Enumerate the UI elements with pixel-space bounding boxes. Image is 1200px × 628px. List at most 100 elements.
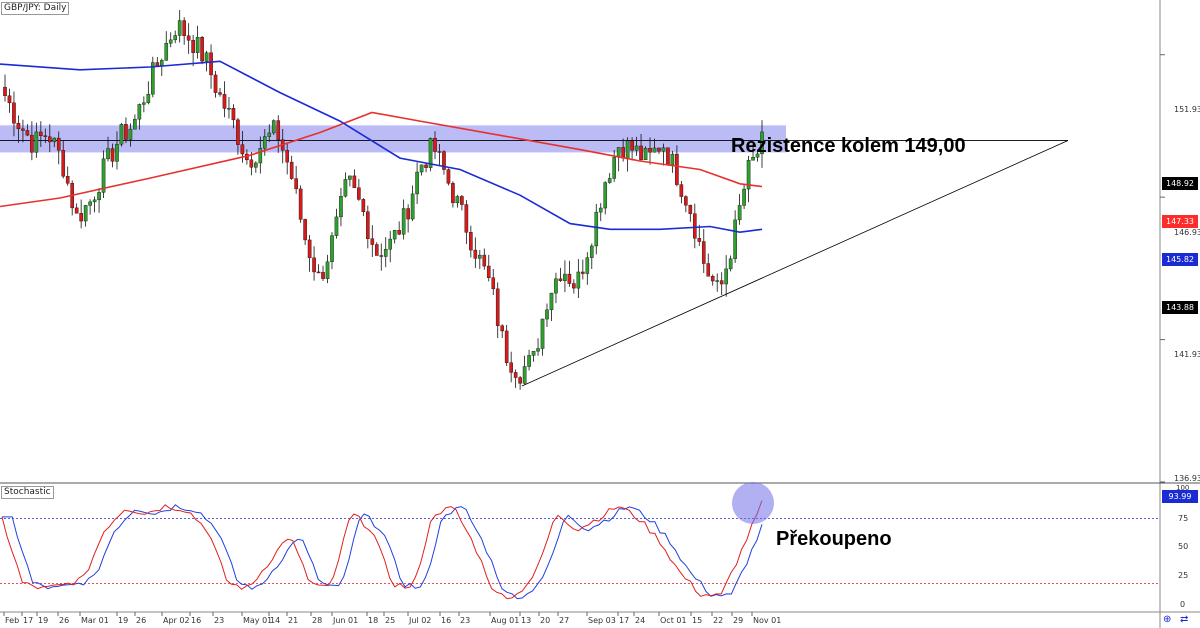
- candle-body: [34, 131, 39, 153]
- candle-body: [446, 169, 451, 184]
- date-tick-label: 27: [559, 616, 570, 625]
- candle-body: [464, 204, 469, 233]
- candle-body: [294, 178, 298, 190]
- stoch-tick: 75: [1178, 514, 1189, 523]
- candle-body: [30, 134, 34, 153]
- candle-body: [379, 255, 384, 257]
- candle-body: [527, 355, 531, 367]
- date-tick-label: Jul 02: [409, 616, 432, 625]
- date-tick-label: 29: [733, 616, 744, 625]
- date-tick-label: 18: [368, 616, 379, 625]
- candle-body: [473, 249, 478, 259]
- candle-body: [724, 268, 728, 285]
- candle-body: [563, 273, 567, 281]
- candle-body: [182, 20, 186, 36]
- overbought-annotation: Překoupeno: [776, 528, 892, 550]
- arrows-icon[interactable]: ⇄: [1180, 614, 1189, 625]
- candle-body: [607, 178, 612, 183]
- candle-body: [558, 278, 563, 281]
- candle-body: [168, 39, 173, 44]
- date-tick-label: 20: [540, 616, 551, 625]
- candle-body: [495, 288, 500, 326]
- candle-body: [437, 151, 442, 153]
- date-tick-label: 13: [521, 616, 532, 625]
- candle-body: [401, 208, 406, 235]
- candle-body: [3, 86, 7, 96]
- candle-body: [7, 95, 12, 104]
- candle-body: [249, 159, 254, 168]
- date-tick-label: Feb: [5, 616, 20, 625]
- candle-body: [159, 60, 164, 66]
- candle-body: [634, 145, 639, 151]
- date-tick-label: 26: [59, 616, 70, 625]
- candle-body: [621, 147, 625, 159]
- candle-body: [21, 128, 25, 131]
- sync-icon[interactable]: ⊕: [1163, 614, 1172, 625]
- candle-body: [657, 147, 661, 152]
- candle-body: [728, 258, 733, 270]
- candle-body: [742, 188, 746, 206]
- candle-body: [415, 171, 419, 195]
- candle-body: [486, 265, 491, 278]
- candle-body: [706, 263, 711, 277]
- candle-body: [433, 138, 437, 152]
- candle-body: [258, 148, 263, 164]
- candle-body: [572, 283, 576, 289]
- candle-body: [61, 149, 66, 177]
- candle-body: [115, 143, 119, 162]
- date-tick-label: 26: [136, 616, 147, 625]
- candle-body: [419, 164, 424, 173]
- candle-body: [200, 37, 204, 62]
- candle-body: [612, 157, 616, 179]
- candle-body: [576, 271, 581, 289]
- candle-body: [652, 147, 657, 153]
- price-tick: 146.93: [1174, 228, 1200, 237]
- candle-body: [710, 276, 715, 282]
- candle-body: [536, 348, 540, 352]
- date-tick-label: May 01: [243, 616, 273, 625]
- stoch-tick: 50: [1178, 542, 1189, 551]
- candle-body: [410, 193, 415, 220]
- candle-body: [88, 201, 92, 206]
- candle-body: [751, 156, 755, 161]
- date-tick-label: 24: [635, 616, 646, 625]
- date-tick-label: Mar 01: [81, 616, 109, 625]
- candle-body: [177, 20, 182, 36]
- candle-body: [164, 43, 169, 61]
- date-tick-label: Aug 01: [491, 616, 520, 625]
- candle-body: [531, 350, 536, 356]
- candle-body: [594, 211, 599, 247]
- candle-body: [513, 372, 518, 378]
- price-tick: 141.93: [1174, 350, 1200, 359]
- stoch-value-tag: 93.99: [1162, 490, 1198, 503]
- candle-body: [285, 149, 289, 163]
- candle-body: [755, 153, 760, 158]
- candle-body: [267, 132, 272, 137]
- candle-body: [298, 188, 303, 220]
- candle-body: [303, 219, 307, 241]
- candle-body: [630, 140, 634, 151]
- candle-body: [43, 135, 48, 137]
- candle-body: [522, 366, 527, 384]
- candle-body: [289, 161, 294, 179]
- resistance-annotation: Rezistence kolem 149,00: [731, 135, 966, 157]
- candle-body: [276, 120, 281, 140]
- candle-body: [701, 241, 706, 264]
- candle-body: [397, 230, 401, 235]
- candle-body: [240, 144, 245, 155]
- stoch-tick: 25: [1178, 571, 1189, 580]
- candle-body: [670, 153, 675, 166]
- candle-body: [518, 377, 522, 384]
- candle-body: [254, 162, 258, 168]
- candle-body: [383, 249, 388, 257]
- candle-body: [366, 211, 370, 239]
- stoch-tick: 0: [1180, 600, 1186, 609]
- candle-body: [97, 192, 101, 201]
- candle-body: [392, 230, 397, 240]
- stochastic-label: Stochastic: [1, 486, 54, 499]
- candle-body: [119, 124, 124, 145]
- candle-body: [137, 104, 142, 120]
- candle-body: [79, 213, 83, 222]
- candle-body: [554, 278, 558, 294]
